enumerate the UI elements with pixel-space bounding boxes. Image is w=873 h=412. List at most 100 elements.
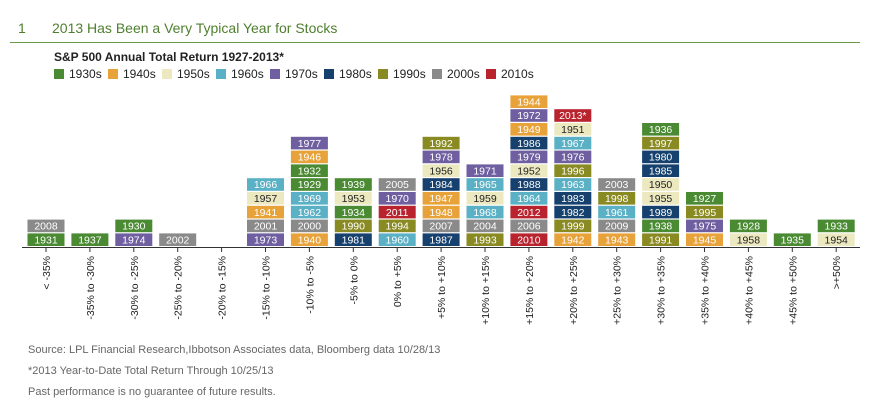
year-label: 1966 <box>254 179 278 191</box>
year-label: 1983 <box>561 193 585 205</box>
year-label: 1947 <box>429 193 453 205</box>
legend-label: 1960s <box>231 67 264 81</box>
year-block: 1992 <box>422 136 460 150</box>
year-label: 2006 <box>517 221 541 233</box>
legend-label: 1930s <box>69 67 102 81</box>
year-label: 1989 <box>649 207 673 219</box>
year-block: 2002 <box>159 233 197 246</box>
year-label: 1948 <box>429 207 453 219</box>
year-block: 1984 <box>422 178 460 191</box>
year-label: 1969 <box>298 193 322 205</box>
year-label: 2002 <box>166 234 190 246</box>
legend-item: 1960s <box>216 67 264 83</box>
year-block: 1934 <box>334 205 372 219</box>
year-label: 1957 <box>254 193 278 205</box>
year-label: 1974 <box>122 234 146 246</box>
chart-title: S&P 500 Annual Total Return 1927-2013* <box>54 50 284 64</box>
year-label: 1952 <box>517 165 541 177</box>
year-block: 1944 <box>510 95 548 108</box>
x-tick-label: +25% to +30% <box>612 256 624 325</box>
year-label: 1977 <box>298 138 322 150</box>
figure-number: 1 <box>18 20 26 36</box>
year-block-fill <box>422 164 460 177</box>
year-label: 2011 <box>386 207 409 219</box>
year-block: 1952 <box>510 164 548 177</box>
year-label: 1997 <box>649 138 673 150</box>
year-block-fill <box>598 178 636 191</box>
year-block: 1942 <box>554 233 592 246</box>
legend-label: 2010s <box>501 67 534 81</box>
year-block-fill <box>686 192 723 205</box>
year-block-fill <box>510 219 548 233</box>
x-tick-label: -15% to -10% <box>261 256 273 320</box>
year-block-fill <box>290 164 328 177</box>
year-block-fill <box>510 136 548 150</box>
legend-item: 2010s <box>486 67 534 83</box>
year-block-fill <box>729 233 767 246</box>
year-block: 1981 <box>334 233 372 246</box>
year-label: 1941 <box>254 207 278 219</box>
x-tick-label: +35% to +40% <box>700 256 712 325</box>
year-block-fill <box>378 178 416 191</box>
year-label: 1937 <box>78 234 102 246</box>
year-block: 1963 <box>554 178 592 191</box>
year-block: 1989 <box>642 205 680 219</box>
year-block-fill <box>817 219 855 233</box>
year-block: 1958 <box>729 233 767 246</box>
year-block-fill <box>378 192 416 205</box>
year-block: 1994 <box>378 219 416 233</box>
year-block: 1971 <box>466 164 504 177</box>
year-block-fill <box>642 192 680 205</box>
year-block: 2005 <box>378 178 416 191</box>
year-label: 1992 <box>429 138 453 150</box>
year-block: 1927 <box>686 192 723 205</box>
year-block: 2010 <box>510 233 548 246</box>
year-block: 1983 <box>554 192 592 205</box>
year-label: 1942 <box>561 234 585 246</box>
year-block: 1954 <box>817 233 855 246</box>
year-block: 1993 <box>466 233 504 246</box>
year-block: 1966 <box>247 178 284 191</box>
year-block-fill <box>247 205 284 219</box>
year-block-fill <box>27 233 65 246</box>
year-label: 1936 <box>649 124 673 136</box>
legend-swatch <box>378 69 388 79</box>
year-block: 1950 <box>642 178 680 191</box>
year-label: 1985 <box>649 165 673 177</box>
year-block: 1995 <box>686 205 723 219</box>
header-bar: 1 2013 Has Been a Very Typical Year for … <box>10 18 860 43</box>
year-block-fill <box>598 205 636 219</box>
year-block-fill <box>422 219 460 233</box>
legend-item: 1940s <box>108 67 156 83</box>
year-block: 1936 <box>642 123 680 136</box>
year-block: 1938 <box>642 219 680 233</box>
year-label: 2001 <box>254 221 278 233</box>
year-block-fill <box>71 233 109 246</box>
year-label: 1946 <box>298 152 322 164</box>
x-tick-label: +20% to +25% <box>568 256 580 325</box>
year-block-fill <box>27 219 65 233</box>
legend-item: 1990s <box>378 67 426 83</box>
year-label: 1933 <box>825 221 849 233</box>
year-block-fill <box>115 219 153 233</box>
year-label: 1965 <box>473 179 497 191</box>
year-block-fill <box>554 205 592 219</box>
year-label: 1978 <box>429 152 453 164</box>
legend-swatch <box>216 69 226 79</box>
year-block: 1970 <box>378 192 416 205</box>
year-label: 2013* <box>559 110 586 122</box>
year-block: 1987 <box>422 233 460 246</box>
year-block-fill <box>290 178 328 191</box>
year-block: 1941 <box>247 205 284 219</box>
year-label: 1934 <box>342 207 366 219</box>
x-tick-label: -30% to -25% <box>129 256 141 320</box>
year-block-fill <box>466 205 504 219</box>
x-tick-label: +15% to +20% <box>524 256 536 325</box>
year-label: 1944 <box>517 96 541 108</box>
year-block-fill <box>378 219 416 233</box>
legend-item: 1970s <box>270 67 318 83</box>
legend-swatch <box>486 69 496 79</box>
year-block: 1940 <box>290 233 328 246</box>
year-label: 1976 <box>561 152 585 164</box>
